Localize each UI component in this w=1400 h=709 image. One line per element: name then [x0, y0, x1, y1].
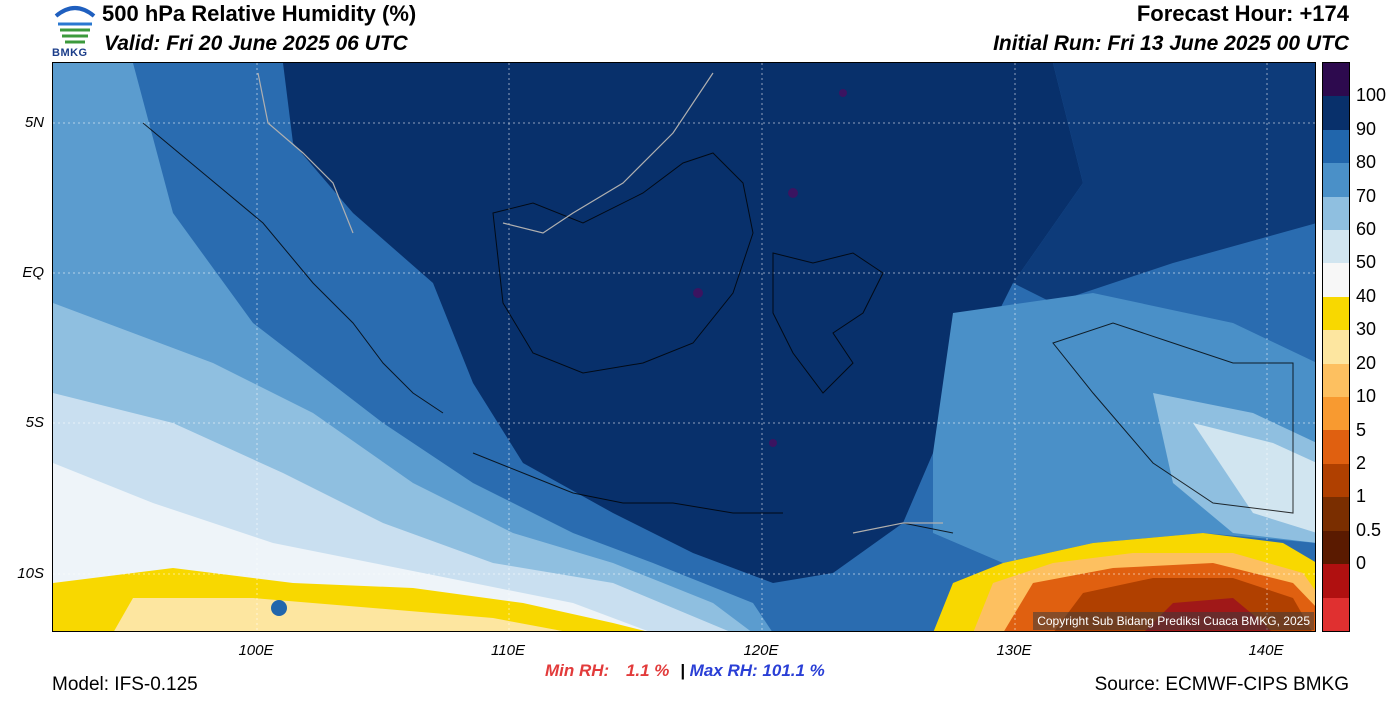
- max-rh-value: 101.1 %: [762, 661, 825, 680]
- min-rh-label: Min RH:: [545, 661, 610, 680]
- colorbar-label: 70: [1356, 185, 1377, 206]
- colorbar: [1322, 62, 1350, 632]
- colorbar-label: 2: [1356, 452, 1367, 473]
- colorbar-segment: [1323, 597, 1349, 631]
- colorbar-label: 30: [1356, 319, 1377, 340]
- colorbar-label: 40: [1356, 285, 1377, 306]
- colorbar-segment: [1323, 463, 1349, 498]
- lon-label-100e: 100E: [238, 642, 274, 659]
- colorbar-segment: [1323, 230, 1349, 264]
- colorbar-segment: [1323, 497, 1349, 531]
- humidity-map: [52, 62, 1316, 632]
- min-rh-value: 1.1 %: [625, 661, 670, 680]
- stats-separator: |: [680, 661, 685, 680]
- colorbar-segment: [1323, 363, 1349, 398]
- colorbar-label: 80: [1356, 152, 1377, 173]
- colorbar-label: 60: [1356, 219, 1377, 240]
- initial-run: Initial Run: Fri 13 June 2025 00 UTC: [993, 32, 1349, 55]
- colorbar-segment: [1323, 296, 1349, 331]
- lat-label-5n: 5N: [24, 114, 44, 131]
- rh-stats: Min RH: 1.1 % | Max RH: 101.1 %: [545, 661, 825, 681]
- colorbar-segment: [1323, 263, 1349, 297]
- copyright-notice: Copyright Sub Bidang Prediksi Cuaca BMKG…: [1033, 612, 1314, 630]
- colorbar-segment: [1323, 196, 1349, 231]
- colorbar-segment: [1323, 430, 1349, 464]
- colorbar-segment: [1323, 63, 1349, 97]
- colorbar-label: 20: [1356, 352, 1377, 373]
- forecast-hour: Forecast Hour: +174: [1136, 1, 1349, 26]
- colorbar-label: 5: [1356, 419, 1367, 440]
- colorbar-segment: [1323, 129, 1349, 164]
- valid-time: Valid: Fri 20 June 2025 06 UTC: [104, 32, 408, 55]
- colorbar-segment: [1323, 96, 1349, 130]
- colorbar-label: 10: [1356, 386, 1377, 407]
- lat-label-5s: 5S: [25, 414, 44, 431]
- colorbar-label: 100: [1356, 85, 1387, 106]
- colorbar-label: 1: [1356, 486, 1367, 507]
- bmkg-logo: [52, 2, 98, 60]
- lon-label-110e: 110E: [491, 642, 525, 659]
- colorbar-segment: [1323, 564, 1349, 598]
- max-rh-label: Max RH:: [689, 661, 758, 680]
- model-name: Model: IFS-0.125: [52, 674, 198, 695]
- lon-label-130e: 130E: [996, 642, 1032, 659]
- colorbar-segment: [1323, 397, 1349, 431]
- chart-title: 500 hPa Relative Humidity (%): [102, 1, 417, 26]
- colorbar-label: 90: [1356, 118, 1377, 139]
- colorbar-label: 50: [1356, 252, 1377, 273]
- lon-label-120e: 120E: [743, 642, 779, 659]
- colorbar-segment: [1323, 330, 1349, 364]
- lat-label-10s: 10S: [17, 565, 44, 582]
- data-source: Source: ECMWF-CIPS BMKG: [1094, 674, 1349, 695]
- colorbar-segment: [1323, 163, 1349, 197]
- colorbar-label: 0: [1356, 553, 1367, 574]
- logo-text: BMKG: [52, 47, 88, 59]
- colorbar-segment: [1323, 530, 1349, 565]
- lon-label-140e: 140E: [1248, 642, 1284, 659]
- lat-label-eq: EQ: [22, 264, 44, 281]
- colorbar-label: 0.5: [1356, 519, 1382, 540]
